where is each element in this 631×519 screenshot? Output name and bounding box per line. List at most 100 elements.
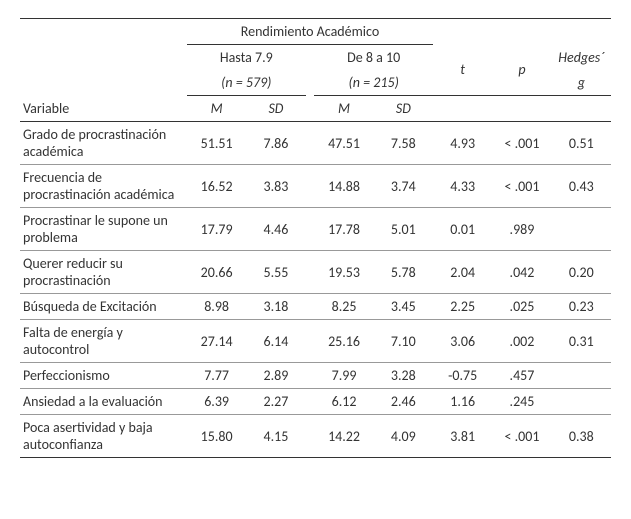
table-row: Perfeccionismo7.772.89 7.993.28-0.75.457 [20, 363, 611, 389]
cell-m2: 47.51 [314, 122, 373, 165]
table-row: Procrastinar le supone un problema17.794… [20, 208, 611, 251]
gap [306, 165, 315, 208]
cell-p: .002 [492, 320, 551, 363]
cell-t: 2.04 [433, 251, 492, 294]
cell-var: Procrastinar le supone un problema [20, 208, 187, 251]
cell-m1: 7.77 [187, 363, 246, 389]
cell-m2: 14.88 [314, 165, 373, 208]
cell-p: < .001 [492, 122, 551, 165]
table-row: Frecuencia de procrastinación académica1… [20, 165, 611, 208]
cell-g [552, 363, 611, 389]
cell-g: 0.23 [552, 294, 611, 320]
col-sd2: SD [374, 96, 433, 122]
table-row: Búsqueda de Excitación8.983.188.253.452.… [20, 294, 611, 320]
cell-sd2: 7.10 [374, 320, 433, 363]
cell-g: 0.20 [552, 251, 611, 294]
cell-sd1: 6.14 [246, 320, 305, 363]
table-row: Ansiedad a la evaluación6.392.27 6.122.46… [20, 389, 611, 415]
gap [306, 363, 315, 389]
col-m2: M [314, 96, 373, 122]
cell-m2: 8.25 [314, 294, 373, 320]
group1-label: Hasta 7.9 [187, 45, 306, 71]
cell-m1: 17.79 [187, 208, 246, 251]
cell-sd1: 2.27 [246, 389, 305, 415]
cell-var: Grado de procrastinación académica [20, 122, 187, 165]
cell-sd1: 5.55 [246, 251, 305, 294]
cell-sd1: 4.46 [246, 208, 305, 251]
table-row: Falta de energía y autocontrol27.146.142… [20, 320, 611, 363]
cell-sd1: 4.15 [246, 415, 305, 458]
group2-label: De 8 a 10 [314, 45, 433, 71]
cell-g: 0.38 [552, 415, 611, 458]
col-variable: Variable [20, 96, 187, 122]
cell-sd2: 7.58 [374, 122, 433, 165]
cell-t: 4.93 [433, 122, 492, 165]
col-t: t [433, 45, 492, 96]
col-sd1: SD [246, 96, 305, 122]
cell-sd2: 5.01 [374, 208, 433, 251]
cell-p: < .001 [492, 415, 551, 458]
cell-sd2: 2.46 [374, 389, 433, 415]
cell-t: -0.75 [433, 363, 492, 389]
table-row: Poca asertividad y baja autoconfianza15.… [20, 415, 611, 458]
cell-sd2: 4.09 [374, 415, 433, 458]
cell-m2: 25.16 [314, 320, 373, 363]
cell-m1: 51.51 [187, 122, 246, 165]
cell-p: .025 [492, 294, 551, 320]
group2-n: (n = 215) [314, 70, 433, 96]
table-body: Grado de procrastinación académica51.517… [20, 122, 611, 458]
cell-m1: 6.39 [187, 389, 246, 415]
cell-g: 0.51 [552, 122, 611, 165]
cell-t: 2.25 [433, 294, 492, 320]
cell-p: .989 [492, 208, 551, 251]
cell-m1: 8.98 [187, 294, 246, 320]
gap [306, 389, 315, 415]
cell-sd1: 7.86 [246, 122, 305, 165]
gap [306, 294, 315, 320]
cell-m2: 7.99 [314, 363, 373, 389]
table-header: Rendimiento Académico Hasta 7.9 De 8 a 1… [20, 19, 611, 122]
cell-m2: 6.12 [314, 389, 373, 415]
cell-g [552, 208, 611, 251]
cell-m1: 27.14 [187, 320, 246, 363]
cell-p: .245 [492, 389, 551, 415]
cell-m1: 16.52 [187, 165, 246, 208]
cell-var: Querer reducir su procrastinación [20, 251, 187, 294]
group1-n: (n = 579) [187, 70, 306, 96]
gap [306, 415, 315, 458]
cell-t: 4.33 [433, 165, 492, 208]
cell-p: .042 [492, 251, 551, 294]
cell-t: 3.06 [433, 320, 492, 363]
table-row: Querer reducir su procrastinación20.665.… [20, 251, 611, 294]
cell-p: .457 [492, 363, 551, 389]
cell-m1: 20.66 [187, 251, 246, 294]
cell-m1: 15.80 [187, 415, 246, 458]
cell-m2: 14.22 [314, 415, 373, 458]
cell-sd1: 3.18 [246, 294, 305, 320]
gap [306, 208, 315, 251]
cell-var: Ansiedad a la evaluación [20, 389, 187, 415]
col-p: p [492, 45, 551, 96]
cell-sd2: 3.74 [374, 165, 433, 208]
cell-var: Falta de energía y autocontrol [20, 320, 187, 363]
cell-g: 0.43 [552, 165, 611, 208]
col-hedges-1: Hedges´ [552, 45, 611, 71]
table-row: Grado de procrastinación académica51.517… [20, 122, 611, 165]
cell-g: 0.31 [552, 320, 611, 363]
cell-var: Frecuencia de procrastinación académica [20, 165, 187, 208]
header-super: Rendimiento Académico [187, 19, 433, 45]
cell-m2: 17.78 [314, 208, 373, 251]
gap [306, 122, 315, 165]
cell-sd1: 2.89 [246, 363, 305, 389]
cell-var: Perfeccionismo [20, 363, 187, 389]
gap [306, 320, 315, 363]
col-m1: M [187, 96, 246, 122]
cell-sd2: 3.28 [374, 363, 433, 389]
gap [306, 251, 315, 294]
cell-var: Búsqueda de Excitación [20, 294, 187, 320]
cell-sd2: 5.78 [374, 251, 433, 294]
stats-table: Rendimiento Académico Hasta 7.9 De 8 a 1… [20, 18, 611, 458]
cell-t: 3.81 [433, 415, 492, 458]
cell-g [552, 389, 611, 415]
cell-sd1: 3.83 [246, 165, 305, 208]
